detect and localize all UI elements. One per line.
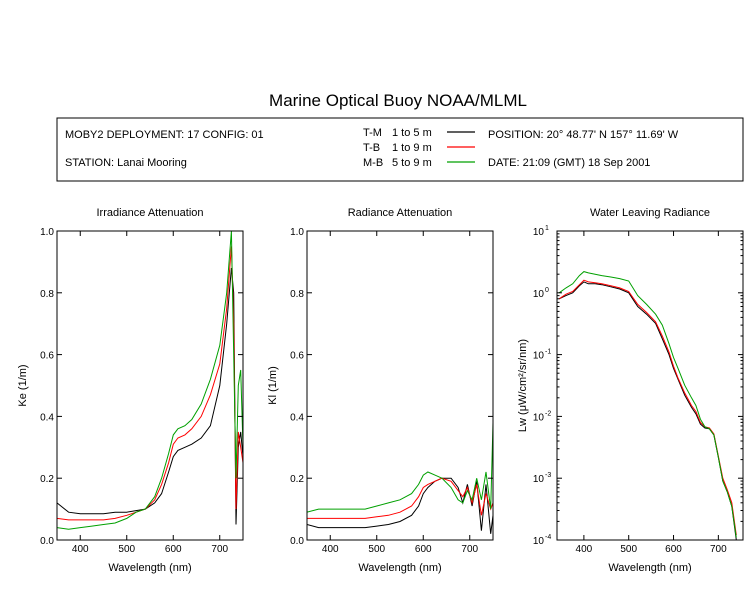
y-tick-label: 10 [533, 351, 545, 362]
y-tick-label: 0.2 [40, 474, 54, 485]
y-tick-label: 10 [533, 227, 545, 238]
series-line-m-b [307, 422, 493, 513]
series-group [307, 422, 493, 534]
series-line-t-m [57, 268, 243, 525]
y-tick-exponent: -3 [545, 472, 551, 479]
legend-range: 1 to 5 m [392, 127, 432, 139]
series-line-m-b [558, 271, 737, 538]
legend-range: 5 to 9 m [392, 157, 432, 169]
series-line-t-b [558, 279, 737, 536]
y-tick-label: 0.8 [40, 289, 54, 300]
series-line-t-b [307, 477, 493, 519]
series-group [57, 231, 243, 530]
plot-frame [556, 230, 744, 541]
chart-title: Water Leaving Radiance [590, 207, 710, 219]
chart-title: Irradiance Attenuation [96, 207, 203, 219]
date-label: DATE: 21:09 (GMT) 18 Sep 2001 [488, 157, 650, 169]
x-tick-label: 600 [165, 544, 182, 555]
y-axis-label: Kl (1/m) [267, 366, 279, 405]
y-tick-exponent: -1 [545, 349, 551, 356]
y-tick-exponent: -4 [545, 534, 551, 541]
y-tick-label: 0.6 [290, 351, 304, 362]
figure-title: Marine Optical Buoy NOAA/MLML [269, 91, 527, 110]
x-tick-label: 500 [118, 544, 135, 555]
legend-item-t-b: T-B 1 to 9 m [363, 142, 475, 154]
y-axis-label: Ke (1/m) [17, 364, 29, 406]
x-tick-label: 700 [461, 544, 478, 555]
legend-range: 1 to 9 m [392, 142, 432, 154]
legend: T-M 1 to 5 m T-B 1 to 9 m M-B 5 to 9 m [363, 127, 475, 169]
chart-2: Radiance Attenuation 400 500 600 700 0.0 0.2 0.… [267, 207, 494, 574]
legend-key: M-B [363, 157, 383, 169]
y-tick-exponent: -2 [545, 410, 551, 417]
y-tick-label: 10 [533, 474, 545, 485]
x-axis-label: Wavelength (nm) [608, 562, 691, 574]
series-line-t-m [307, 477, 493, 534]
deployment-label: MOBY2 DEPLOYMENT: 17 CONFIG: 01 [65, 129, 264, 141]
plot-frame [306, 230, 494, 541]
y-tick-exponent: 1 [545, 225, 549, 232]
series-line-t-b [57, 246, 243, 521]
y-axis-label: Lw (μW/cm²/sr/nm) [517, 339, 529, 432]
x-tick-label: 400 [322, 544, 339, 555]
x-tick-label: 700 [710, 544, 727, 555]
x-tick-label: 600 [415, 544, 432, 555]
plots: Irradiance Attenuation 400 500 600 700 0.0 0.2… [17, 207, 744, 574]
position-label: POSITION: 20° 48.77' N 157° 11.69' W [488, 129, 679, 141]
legend-item-t-m: T-M 1 to 5 m [363, 127, 475, 139]
chart-title: Radiance Attenuation [348, 207, 453, 219]
y-tick-label: 10 [533, 536, 545, 547]
y-tick-label: 0.8 [290, 289, 304, 300]
y-tick-label: 0.4 [290, 412, 304, 423]
legend-key: T-M [363, 127, 382, 139]
series-line-m-b [57, 231, 243, 530]
series-group [558, 271, 737, 540]
x-axis-label: Wavelength (nm) [358, 562, 441, 574]
y-tick-label: 0.0 [40, 536, 54, 547]
x-tick-label: 500 [368, 544, 385, 555]
y-tick-label: 1.0 [40, 227, 54, 238]
info-box: MOBY2 DEPLOYMENT: 17 CONFIG: 01 STATION:… [56, 117, 744, 182]
x-tick-label: 400 [576, 544, 593, 555]
y-tick-label: 10 [533, 412, 545, 423]
chart-1: Irradiance Attenuation 400 500 600 700 0.0 0.2… [17, 207, 244, 574]
info-box-border [56, 117, 744, 182]
x-axis-label: Wavelength (nm) [108, 562, 191, 574]
y-tick-label: 0.6 [40, 351, 54, 362]
x-tick-label: 600 [665, 544, 682, 555]
legend-key: T-B [363, 142, 380, 154]
y-tick-label: 0.4 [40, 412, 54, 423]
y-tick-label: 10 [533, 289, 545, 300]
x-tick-label: 700 [211, 544, 228, 555]
x-tick-label: 400 [72, 544, 89, 555]
station-label: STATION: Lanai Mooring [65, 157, 187, 169]
legend-item-m-b: M-B 5 to 9 m [363, 157, 475, 169]
y-tick-exponent: 0 [545, 287, 549, 294]
plot-frame [56, 230, 244, 541]
y-tick-label: 1.0 [290, 227, 304, 238]
series-line-t-m [558, 281, 737, 540]
x-tick-label: 500 [620, 544, 637, 555]
y-tick-label: 0.2 [290, 474, 304, 485]
y-tick-label: 0.0 [290, 536, 304, 547]
